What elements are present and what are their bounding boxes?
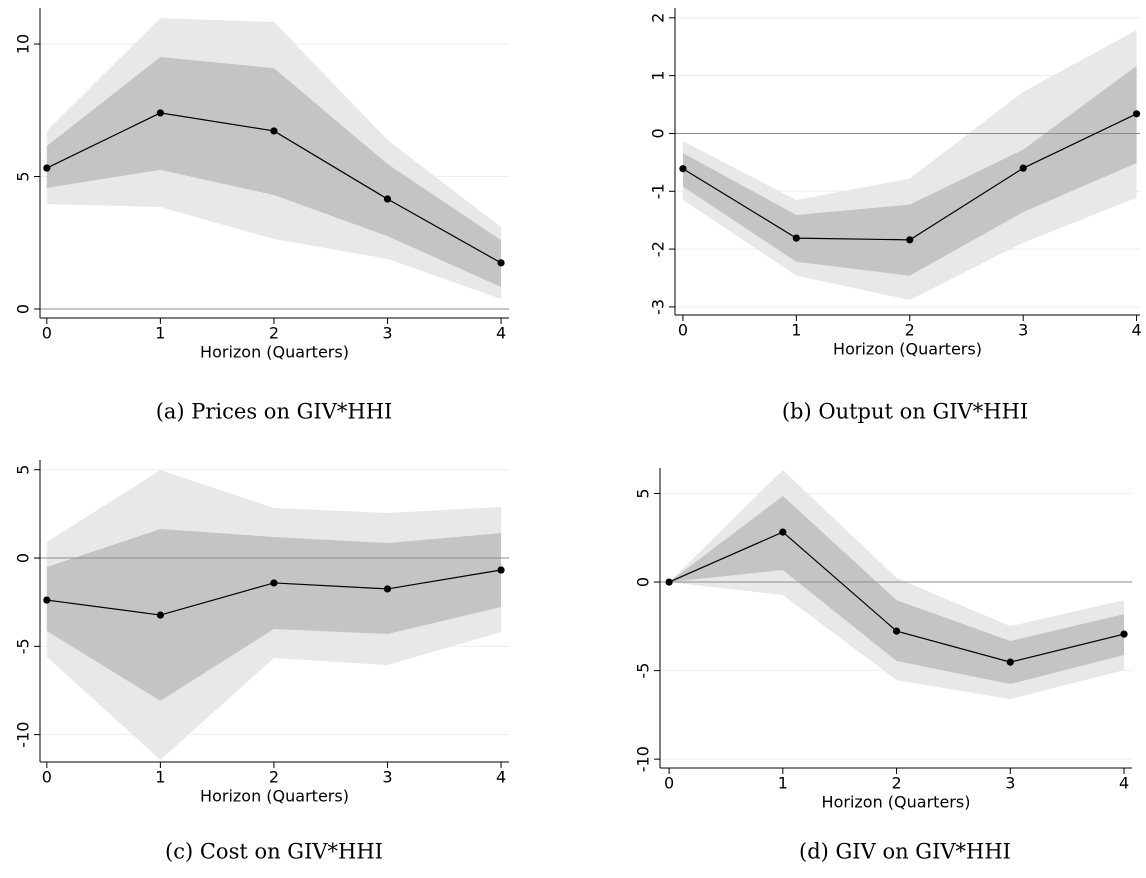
y-tick-label: -1 [649,183,668,199]
series-point [497,566,505,574]
series-point [43,596,51,604]
x-tick-label: 2 [269,324,279,343]
series-point [906,236,914,244]
series-point [1019,164,1027,172]
caption: (b) Output on GIV*HHI [782,400,1028,424]
y-tick-label: 5 [634,488,653,498]
y-tick-label: 0 [634,577,653,587]
y-tick-label: -10 [634,746,653,772]
x-tick-label: 2 [269,768,279,787]
y-tick-label: -10 [14,722,33,748]
x-tick-label: 1 [778,774,788,793]
series-point [270,579,278,587]
confidence-band [669,495,1125,685]
series-point [679,165,687,173]
caption: (c) Cost on GIV*HHI [165,840,383,864]
y-tick-label: -2 [649,241,668,257]
y-tick-label: 5 [14,171,33,181]
series-point [383,585,392,593]
x-tick-label: 1 [791,321,801,340]
x-tick-label: 3 [382,324,392,343]
series-point [1120,630,1128,638]
caption: (a) Prices on GIV*HHI [156,400,393,424]
y-tick-label: -3 [649,299,668,315]
confidence-band [682,65,1137,276]
series-point [43,164,51,172]
series-point [156,109,164,117]
x-axis-title: Horizon (Quarters) [822,793,971,812]
confidence-band [46,529,502,701]
x-tick-label: 3 [1005,774,1015,793]
y-tick-label: 1 [649,71,668,81]
y-tick-label: 0 [649,128,668,138]
series-point [892,627,901,635]
y-tick-label: 0 [14,553,33,563]
caption: (d) GIV on GIV*HHI [799,840,1011,864]
y-tick-label: 5 [14,465,33,475]
series-point [1132,110,1141,118]
x-tick-label: 0 [664,774,674,793]
x-axis-title: Horizon (Quarters) [833,340,982,359]
x-tick-label: 3 [1018,321,1028,340]
x-tick-label: 4 [1132,321,1142,340]
series-point [1006,658,1014,666]
x-tick-label: 2 [905,321,915,340]
x-tick-label: 0 [42,324,52,343]
x-tick-label: 1 [155,324,165,343]
y-tick-label: 0 [14,304,33,314]
series-point [665,578,673,586]
x-tick-label: 0 [678,321,688,340]
x-axis-title: Horizon (Quarters) [200,343,349,362]
x-axis-title: Horizon (Quarters) [200,787,349,806]
series-point [497,259,505,267]
y-tick-label: 10 [14,34,33,54]
y-tick-label: 2 [649,13,668,23]
x-tick-label: 4 [1119,774,1129,793]
series-point [156,611,164,619]
x-tick-label: 1 [155,768,165,787]
y-tick-label: -5 [14,638,33,654]
series-point [383,195,392,203]
y-tick-label: -5 [634,663,653,679]
x-tick-label: 3 [382,768,392,787]
x-tick-label: 2 [891,774,901,793]
series-point [779,528,787,536]
x-tick-label: 4 [496,768,506,787]
series-point [270,127,278,135]
series-point [792,234,800,242]
x-tick-label: 4 [496,324,506,343]
x-tick-label: 0 [42,768,52,787]
